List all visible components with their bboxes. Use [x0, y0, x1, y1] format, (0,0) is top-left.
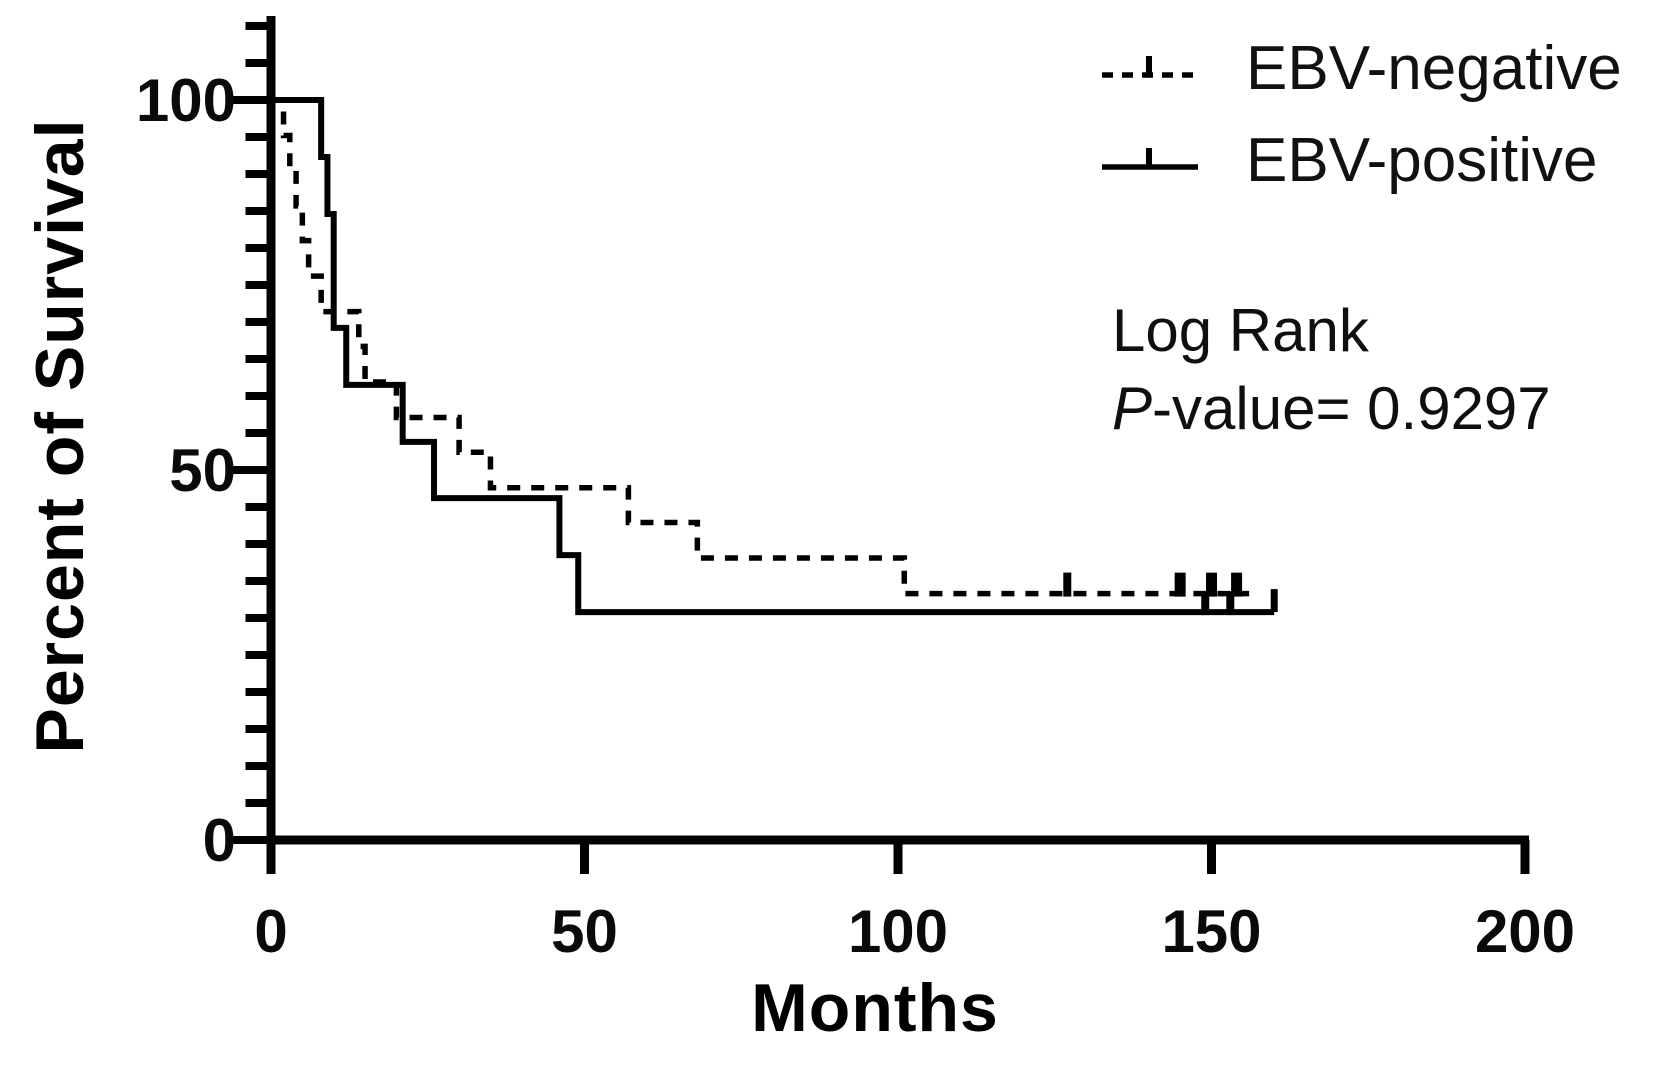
legend-line-dashed-icon: [1100, 51, 1200, 85]
legend-sample-svg-dashed: [1102, 56, 1198, 78]
x-tick-label-200: 200: [1475, 898, 1575, 965]
legend-item-ebv-positive: EBV-positive: [1100, 114, 1660, 206]
logrank-line1: Log Rank: [1112, 297, 1369, 364]
y-tick-label-100: 100: [136, 67, 236, 134]
y-axis-title: Percent of Survival: [22, 118, 98, 754]
legend-label-ebv-positive: EBV-positive: [1246, 125, 1598, 195]
logrank-annotation: Log Rank P-value= 0.9297: [1112, 292, 1551, 448]
x-tick-label-50: 50: [551, 898, 618, 965]
x-tick-label-100: 100: [848, 898, 948, 965]
legend-sample-svg-solid: [1102, 148, 1198, 170]
legend-line-solid-icon: [1100, 143, 1200, 177]
x-axis-title: Months: [751, 970, 999, 1046]
series-path-ebv-negative: [271, 97, 1250, 597]
series-path-ebv-positive: [271, 97, 1275, 616]
legend-item-ebv-negative: EBV-negative: [1100, 22, 1660, 114]
legend-label-ebv-negative: EBV-negative: [1246, 33, 1622, 103]
p-value-text: -value= 0.9297: [1152, 375, 1551, 442]
y-tick-label-0: 0: [203, 807, 236, 874]
x-tick-label-0: 0: [254, 898, 287, 965]
legend: EBV-negative EBV-positive: [1100, 22, 1660, 206]
p-symbol: P: [1112, 375, 1153, 442]
logrank-line2: P-value= 0.9297: [1112, 370, 1551, 448]
x-tick-label-150: 150: [1161, 898, 1261, 965]
y-tick-label-50: 50: [169, 437, 236, 504]
